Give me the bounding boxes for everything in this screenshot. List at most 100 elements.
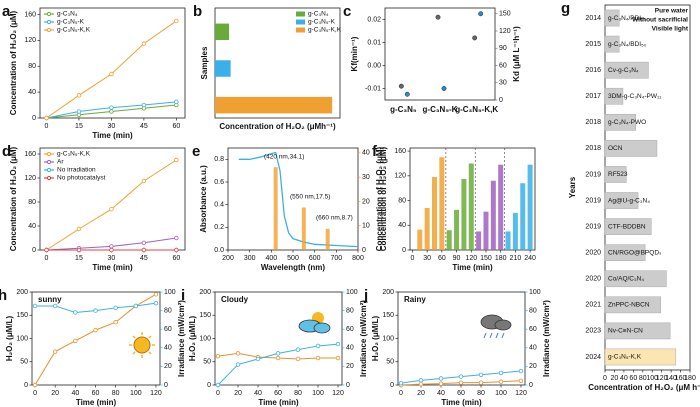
y2-tick-label: 120 <box>499 28 511 35</box>
data-point <box>418 381 424 387</box>
y2-axis-label: Irradiance (mW/cm²) <box>542 300 551 377</box>
y-tick-label: 120 <box>394 173 406 180</box>
x-tick-label: 40 <box>254 390 262 397</box>
y2-tick-label: 30 <box>499 80 507 87</box>
bar <box>604 322 671 340</box>
y-tick-label: 50 <box>386 359 394 366</box>
bar <box>604 9 620 27</box>
x-tick-label: 80 <box>112 390 120 397</box>
y-tick-label: 0 <box>24 382 28 389</box>
data-point <box>76 226 82 232</box>
y-tick-label: 2017 <box>585 93 601 100</box>
panel-letter: g <box>561 0 570 17</box>
bar-label: g-C₃N₄/BDI₅₀ <box>608 41 647 48</box>
x-tick-label: 0 <box>45 255 49 262</box>
x-tick-label: g-C₃N₅ <box>390 105 417 114</box>
data-point <box>52 349 58 354</box>
x-tick-label: 210 <box>510 255 522 262</box>
y-tick-label: 50 <box>203 359 211 366</box>
data-point <box>518 368 524 374</box>
data-point <box>44 247 49 253</box>
y-tick-label: 2023 <box>585 328 601 335</box>
data-point <box>109 206 114 212</box>
y-tick-label: 0.4 <box>214 202 224 209</box>
x-axis-label: Concentration of H₂O₂ (μMh⁻¹) <box>219 122 336 131</box>
bar <box>215 23 230 41</box>
legend-label: g-C₃N₄ <box>308 11 329 18</box>
panel-letter: i <box>181 287 185 304</box>
y-tick-label: 200 <box>199 289 211 296</box>
x-tick-label: 30 <box>423 255 431 262</box>
y-tick-label: 50 <box>20 359 28 366</box>
data-point <box>335 341 341 347</box>
data-point <box>73 338 78 344</box>
data-point <box>52 303 58 309</box>
x-tick-label: 20 <box>611 375 619 382</box>
data-point <box>235 362 241 367</box>
bar <box>483 211 489 250</box>
x-tick-label: 60 <box>438 255 446 262</box>
data-point <box>174 99 179 105</box>
data-point <box>418 378 424 383</box>
data-point <box>141 102 147 108</box>
legend-marker <box>46 27 52 33</box>
bar <box>498 164 504 250</box>
x-tick-label: g-C₃N₅-K,K <box>455 105 498 114</box>
data-point <box>472 35 478 41</box>
x-tick-label: 0 <box>216 390 220 397</box>
y-tick-label: 100 <box>382 335 394 342</box>
bar <box>604 348 677 366</box>
legend-label: g-C₃N₅-K <box>308 19 336 26</box>
data-point <box>404 91 410 97</box>
bar <box>604 113 636 131</box>
x-tick-label: 160 <box>675 375 687 382</box>
data-point <box>458 374 464 379</box>
y-tick-label: 120 <box>24 175 36 182</box>
x-tick-label: 200 <box>222 255 234 262</box>
panel-letter: e <box>192 143 200 160</box>
y2-tick-label: 80 <box>164 307 172 314</box>
data-point <box>141 178 147 184</box>
x-tick-label: 80 <box>294 390 302 397</box>
x-tick-label: 120 <box>656 375 668 382</box>
y2-tick-label: 150 <box>499 11 511 18</box>
y-tick-label: 160 <box>24 151 36 158</box>
bar <box>604 61 649 79</box>
bar-label: g-C₃N₅-K,K <box>608 354 642 361</box>
y2-tick-label: 0 <box>362 247 366 254</box>
bar <box>505 231 511 250</box>
x-tick-label: 120 <box>515 390 527 397</box>
legend-swatch <box>296 27 305 33</box>
x-tick-label: 240 <box>524 255 536 262</box>
y-tick-label: 2024 <box>585 354 601 361</box>
x-axis-label: Concentration of H₂O₂ (μM h⁻¹) <box>588 383 700 392</box>
data-point <box>398 83 404 89</box>
legend-label: g-C₃N₅-K,K <box>57 27 91 34</box>
y-axis-label: H₂O₂ (μM/L) <box>188 316 197 362</box>
y-tick-label: 100 <box>199 335 211 342</box>
data-point <box>458 380 464 385</box>
y-tick-label: 0.0 <box>214 247 224 254</box>
y-tick-label: 2018 <box>585 119 601 126</box>
y2-tick-label: 20 <box>362 198 370 205</box>
y-tick-label: 80 <box>28 63 36 70</box>
y2-tick-label: 0 <box>529 382 533 389</box>
bar <box>604 296 661 314</box>
legend-label: No irradiation <box>57 167 96 174</box>
data-point <box>113 305 118 311</box>
bar <box>604 140 658 157</box>
annotation: Without sacrificial <box>632 17 688 24</box>
data-point <box>141 41 147 46</box>
annotation: (660 nm,8.7) <box>316 215 353 222</box>
bar <box>215 60 231 77</box>
data-point <box>315 355 321 361</box>
x-tick-label: 20 <box>417 390 425 397</box>
data-point <box>215 382 221 388</box>
annotation: Cloudy <box>221 295 249 304</box>
x-tick-label: 0 <box>33 390 37 397</box>
y-axis-label: Samples <box>200 46 209 79</box>
data-point <box>141 240 147 245</box>
y-axis-label: Concentration of H₂O₂ (μM) <box>379 146 388 251</box>
legend-marker <box>46 175 52 181</box>
